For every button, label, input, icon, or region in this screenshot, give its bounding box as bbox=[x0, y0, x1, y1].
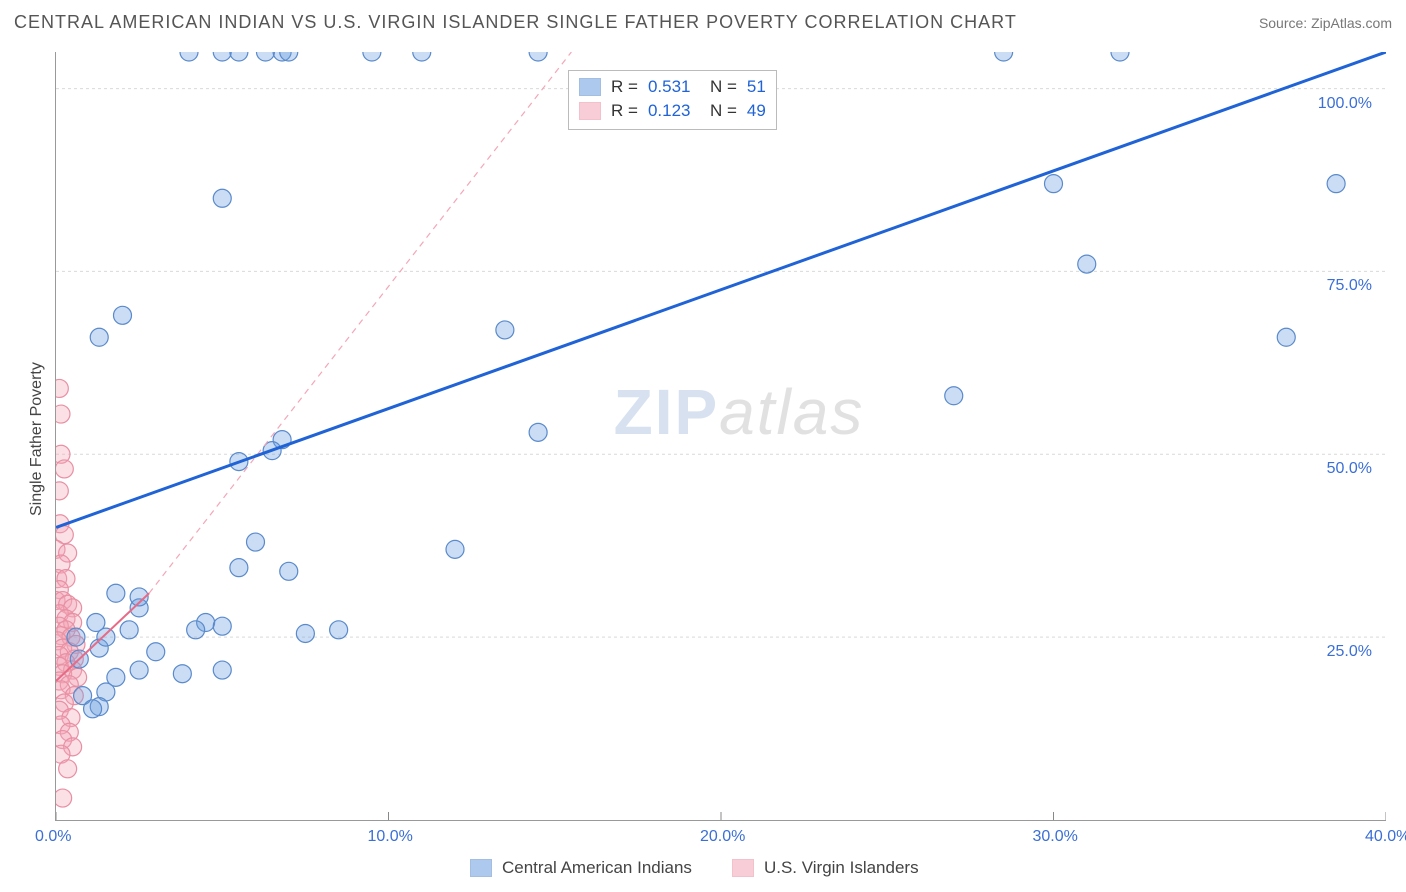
x-tick-label: 10.0% bbox=[368, 828, 413, 846]
legend-r-value: 0.123 bbox=[648, 99, 700, 123]
x-tick-label: 30.0% bbox=[1033, 828, 1078, 846]
stats-legend-row: R = 0.531 N = 51 bbox=[579, 75, 766, 99]
legend-n-value: 51 bbox=[747, 75, 766, 99]
legend-swatch bbox=[579, 78, 601, 96]
series-name: Central American Indians bbox=[502, 858, 692, 878]
legend-n-value: 49 bbox=[747, 99, 766, 123]
header: CENTRAL AMERICAN INDIAN VS U.S. VIRGIN I… bbox=[14, 12, 1392, 33]
legend-r-label: R = bbox=[611, 75, 638, 99]
legend-r-value: 0.531 bbox=[648, 75, 700, 99]
stats-legend: R = 0.531 N = 51 R = 0.123 N = 49 bbox=[568, 70, 777, 130]
scatter-plot: 25.0% 50.0% 75.0% 100.0% bbox=[55, 52, 1386, 821]
y-tick-label: 100.0% bbox=[1318, 95, 1372, 113]
x-tick-label: 20.0% bbox=[700, 828, 745, 846]
legend-n-label: N = bbox=[710, 75, 737, 99]
legend-n-label: N = bbox=[710, 99, 737, 123]
series-legend-item: U.S. Virgin Islanders bbox=[732, 858, 919, 878]
y-axis-label: Single Father Poverty bbox=[28, 362, 46, 516]
y-tick-label: 25.0% bbox=[1327, 643, 1372, 661]
chart-title: CENTRAL AMERICAN INDIAN VS U.S. VIRGIN I… bbox=[14, 12, 1017, 33]
x-tick-label: 40.0% bbox=[1365, 828, 1406, 846]
y-tick-label: 50.0% bbox=[1327, 460, 1372, 478]
stats-legend-row: R = 0.123 N = 49 bbox=[579, 99, 766, 123]
legend-swatch bbox=[732, 859, 754, 877]
series-legend-item: Central American Indians bbox=[470, 858, 692, 878]
series-legend: Central American Indians U.S. Virgin Isla… bbox=[470, 858, 919, 878]
legend-swatch bbox=[470, 859, 492, 877]
legend-swatch bbox=[579, 102, 601, 120]
legend-r-label: R = bbox=[611, 99, 638, 123]
x-tick-label: 0.0% bbox=[35, 828, 71, 846]
series-name: U.S. Virgin Islanders bbox=[764, 858, 919, 878]
y-tick-label: 75.0% bbox=[1327, 277, 1372, 295]
source-label: Source: ZipAtlas.com bbox=[1259, 15, 1392, 31]
